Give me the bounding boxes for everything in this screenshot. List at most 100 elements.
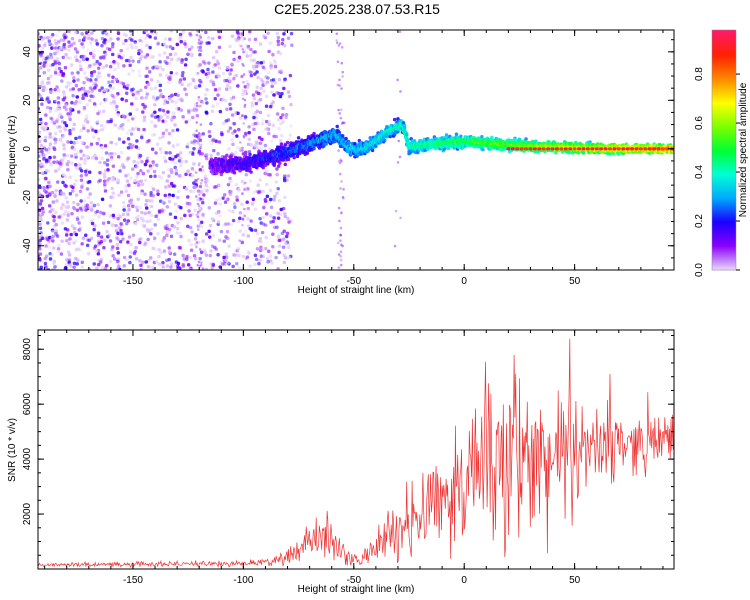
colorbar-segment	[712, 224, 736, 227]
colorbar-segment	[712, 46, 736, 49]
colorbar-segment	[712, 252, 736, 255]
snr-x-tick-label: -100	[233, 575, 253, 586]
colorbar-segment	[712, 228, 736, 231]
colorbar-segment	[712, 56, 736, 59]
colorbar-segment	[712, 230, 736, 233]
spectrogram-y-tick-label: 0	[22, 146, 33, 152]
snr-frame	[37, 329, 675, 570]
colorbar-segment	[712, 174, 736, 177]
snr-x-tick-label: -50	[347, 575, 362, 586]
colorbar-segment	[712, 66, 736, 69]
colorbar	[711, 29, 737, 271]
colorbar-tick-label: 0.6	[694, 116, 705, 130]
colorbar-tick-label: 0.0	[694, 263, 705, 277]
colorbar-segment	[712, 246, 736, 249]
colorbar-segment	[712, 74, 736, 77]
colorbar-segment	[712, 136, 736, 139]
colorbar-segment	[712, 234, 736, 237]
colorbar-segment	[712, 262, 736, 265]
colorbar-segment	[712, 110, 736, 113]
snr-x-tick-label: 50	[569, 575, 581, 586]
colorbar-segment	[712, 40, 736, 43]
spectrogram-x-tick-label: -50	[347, 276, 362, 287]
colorbar-segment	[712, 192, 736, 195]
colorbar-segment	[712, 180, 736, 183]
colorbar-segment	[712, 42, 736, 45]
colorbar-segment	[712, 186, 736, 189]
colorbar-segment	[712, 50, 736, 53]
colorbar-segment	[712, 96, 736, 99]
spectrogram-x-tick-label: -150	[123, 276, 143, 287]
colorbar-segment	[712, 72, 736, 75]
colorbar-segment	[712, 216, 736, 219]
colorbar-segment	[712, 196, 736, 199]
snr-layer	[38, 338, 674, 569]
colorbar-segment	[712, 198, 736, 201]
snr-y-tick-label: 8000	[22, 338, 33, 361]
colorbar-segment	[712, 236, 736, 239]
colorbar-segment	[712, 220, 736, 223]
colorbar-segment	[712, 238, 736, 241]
colorbar-segment	[712, 190, 736, 193]
spectrogram-frame	[37, 29, 675, 271]
colorbar-segment	[712, 126, 736, 129]
snr-y-tick-label: 4000	[22, 448, 33, 471]
colorbar-segment	[712, 30, 736, 33]
colorbar-segment	[712, 242, 736, 245]
colorbar-segment	[712, 208, 736, 211]
snr-x-tick-label: 0	[461, 575, 467, 586]
colorbar-segment	[712, 34, 736, 37]
colorbar-segment	[712, 156, 736, 159]
colorbar-segment	[712, 212, 736, 215]
colorbar-segment	[712, 68, 736, 71]
colorbar-segment	[712, 144, 736, 147]
colorbar-segment	[712, 130, 736, 133]
colorbar-segment	[712, 162, 736, 165]
colorbar-segment	[712, 114, 736, 117]
snr-axes: -150 -100 -50 0 50 2000 4000 6000 8000	[22, 330, 674, 586]
colorbar-segment	[712, 160, 736, 163]
spectrogram-y-tick-label: 40	[22, 46, 33, 58]
snr-y-tick-label: 6000	[22, 393, 33, 416]
colorbar-segment	[712, 86, 736, 89]
colorbar-segment	[712, 194, 736, 197]
colorbar-segment	[712, 218, 736, 221]
colorbar-segment	[712, 250, 736, 253]
colorbar-segment	[712, 226, 736, 229]
colorbar-segment	[712, 94, 736, 97]
colorbar-segment	[712, 70, 736, 73]
colorbar-segment	[712, 150, 736, 153]
colorbar-segment	[712, 76, 736, 79]
colorbar-segment	[712, 258, 736, 261]
spectrogram-x-label: Height of straight line (km)	[298, 285, 415, 296]
colorbar-segment	[712, 214, 736, 217]
spectrogram-y-tick-label: -20	[22, 190, 33, 205]
snr-x-tick-label: -150	[123, 575, 143, 586]
colorbar-segment	[712, 202, 736, 205]
colorbar-segment	[712, 142, 736, 145]
colorbar-segment	[712, 120, 736, 123]
colorbar-segment	[712, 82, 736, 85]
colorbar-segment	[712, 140, 736, 143]
colorbar-segment	[712, 154, 736, 157]
spectrogram-x-tick-label: 0	[461, 276, 467, 287]
colorbar-segment	[712, 146, 736, 149]
colorbar-segment	[712, 166, 736, 169]
colorbar-segment	[712, 232, 736, 235]
colorbar-segment	[712, 132, 736, 135]
colorbar-segment	[712, 48, 736, 51]
colorbar-segment	[712, 100, 736, 103]
colorbar-frame	[711, 29, 737, 271]
colorbar-segment	[712, 184, 736, 187]
colorbar-segment	[712, 164, 736, 167]
spectrogram-y-label: Frequency (Hz)	[7, 116, 18, 185]
spectrogram-x-tick-label: 50	[569, 276, 581, 287]
colorbar-segment	[712, 206, 736, 209]
colorbar-segment	[712, 88, 736, 91]
colorbar-segment	[712, 84, 736, 87]
colorbar-segment	[712, 244, 736, 247]
colorbar-segment	[712, 158, 736, 161]
colorbar-label: Normalized spectral amplitude	[738, 82, 749, 217]
colorbar-segment	[712, 248, 736, 251]
